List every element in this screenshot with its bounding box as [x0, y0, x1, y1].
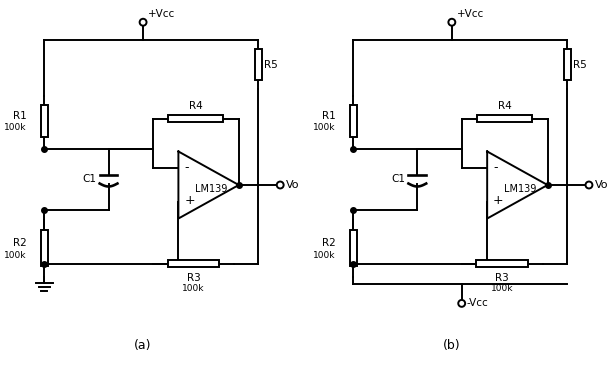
Bar [41, 230, 48, 266]
Text: R2: R2 [13, 238, 26, 248]
Text: 100k: 100k [182, 284, 205, 293]
Text: C1: C1 [392, 174, 405, 184]
Text: 100k: 100k [313, 123, 336, 132]
Text: -: - [184, 161, 189, 174]
Text: R1: R1 [322, 111, 336, 121]
Circle shape [586, 182, 593, 188]
Text: R3: R3 [187, 273, 200, 283]
Bar [350, 230, 357, 266]
Text: +Vcc: +Vcc [457, 9, 484, 19]
Text: +Vcc: +Vcc [148, 9, 176, 19]
Text: +: + [184, 194, 195, 207]
Text: (b): (b) [443, 339, 461, 352]
Bar [168, 115, 224, 122]
Text: R4: R4 [498, 101, 511, 111]
Text: LM139: LM139 [195, 184, 228, 194]
Text: 100k: 100k [4, 123, 26, 132]
Text: LM139: LM139 [504, 184, 537, 194]
Bar [41, 105, 48, 137]
Text: -Vcc: -Vcc [467, 298, 488, 308]
Text: R4: R4 [189, 101, 203, 111]
Text: (a): (a) [134, 339, 152, 352]
Circle shape [277, 182, 283, 188]
Text: +: + [493, 194, 504, 207]
Text: 100k: 100k [313, 250, 336, 259]
Circle shape [458, 300, 465, 307]
Bar [255, 49, 262, 80]
Bar [477, 115, 532, 122]
Bar [564, 49, 570, 80]
Bar [350, 105, 357, 137]
Text: Vo: Vo [595, 180, 609, 190]
Text: R1: R1 [13, 111, 26, 121]
Circle shape [140, 19, 147, 26]
Text: R2: R2 [322, 238, 336, 248]
Text: R5: R5 [573, 60, 587, 70]
Text: R3: R3 [495, 273, 509, 283]
Text: Vo: Vo [286, 180, 299, 190]
Text: C1: C1 [83, 174, 97, 184]
Text: R5: R5 [264, 60, 278, 70]
Bar [168, 260, 219, 268]
Text: 100k: 100k [4, 250, 26, 259]
Text: -: - [493, 161, 498, 174]
Bar [476, 260, 528, 268]
Text: 100k: 100k [491, 284, 513, 293]
Circle shape [448, 19, 455, 26]
